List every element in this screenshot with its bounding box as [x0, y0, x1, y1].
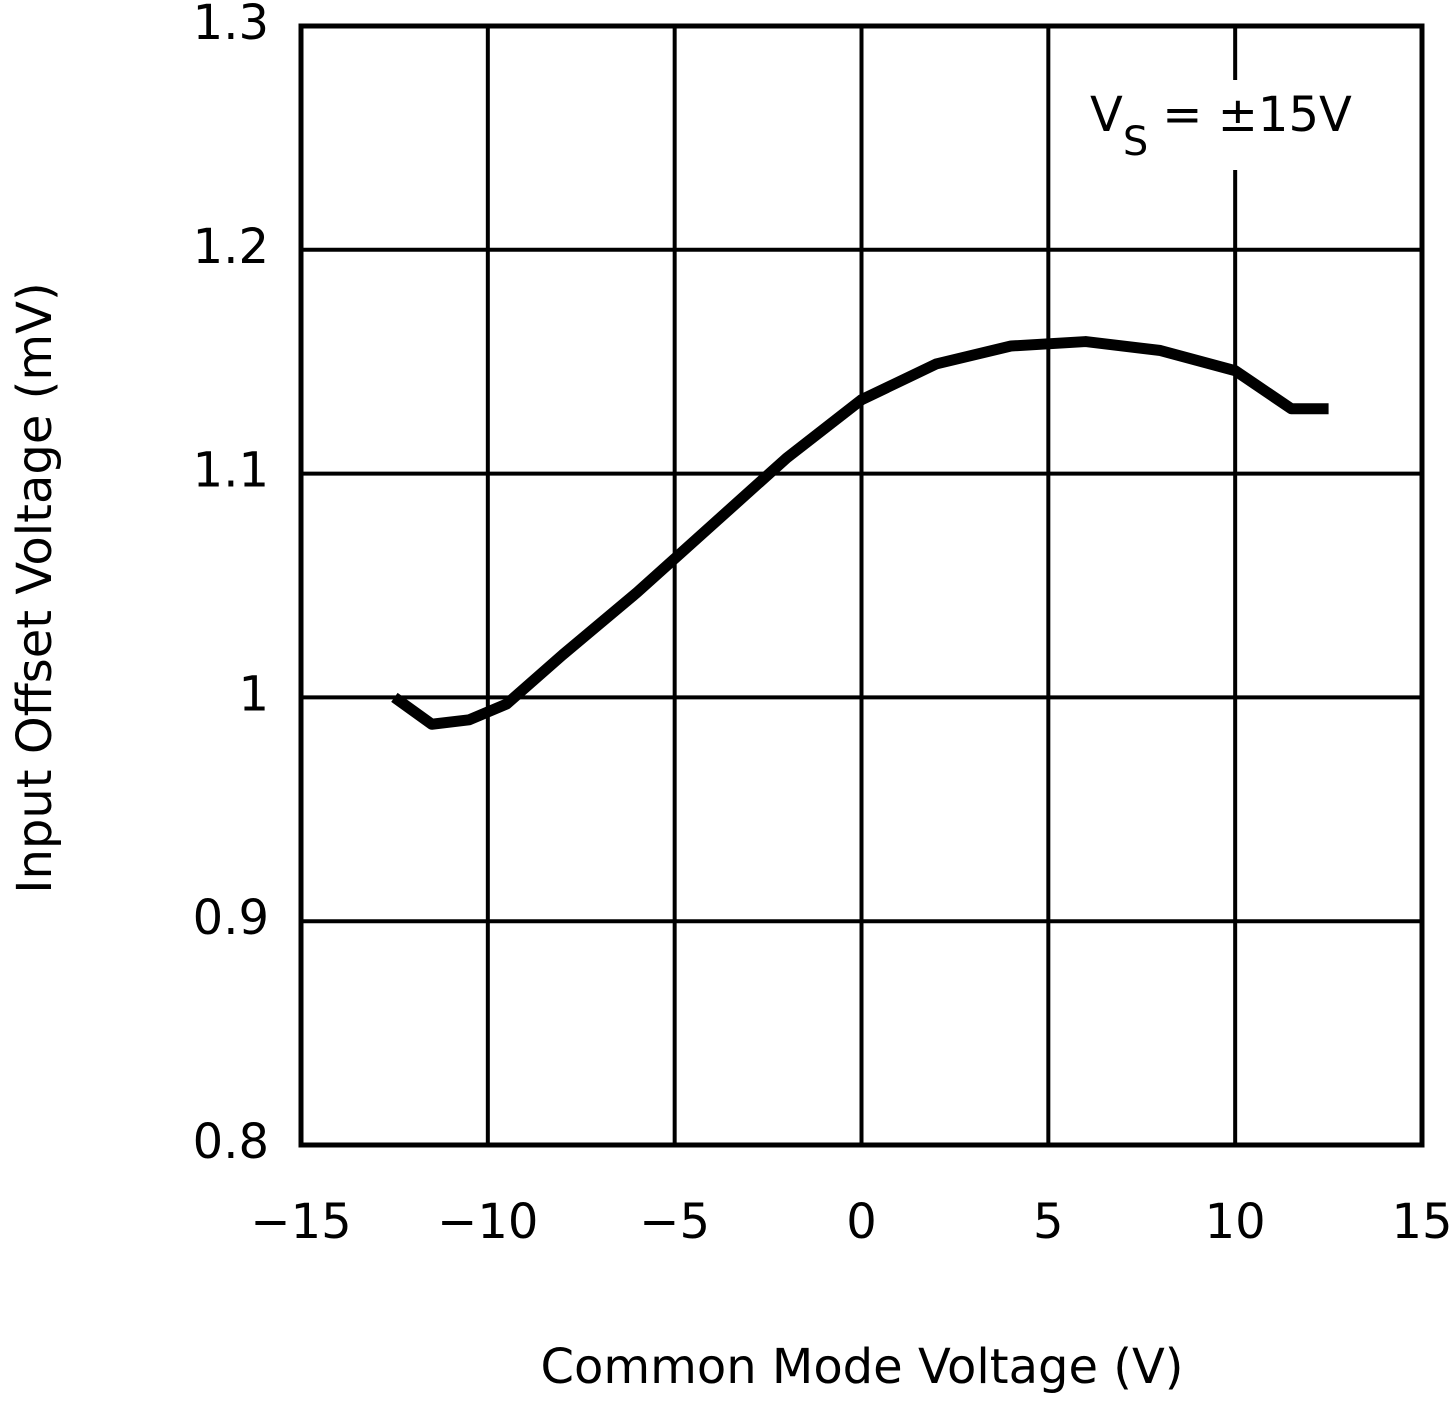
x-tick-label: −10: [437, 1194, 538, 1250]
x-tick-label: −15: [250, 1194, 351, 1250]
y-tick-label: 0.9: [193, 890, 269, 946]
x-tick-label: 5: [1033, 1194, 1064, 1250]
x-axis-label: Common Mode Voltage (V): [540, 1339, 1183, 1395]
y-tick-label: 1.2: [193, 219, 269, 275]
x-tick-label: −5: [639, 1194, 710, 1250]
annotation: VS = ±15V: [1090, 87, 1352, 165]
plot-border: [298, 23, 1425, 1148]
annotation-background: [1086, 80, 1396, 170]
y-tick-label: 1: [238, 666, 269, 722]
x-tick-label: 15: [1391, 1194, 1449, 1250]
y-tick-label: 0.8: [193, 1114, 269, 1170]
y-axis-label: Input Offset Voltage (mV): [7, 282, 63, 893]
y-tick-label: 1.1: [193, 443, 269, 499]
y-tick-label: 1.3: [193, 0, 269, 51]
annotation-main: V: [1090, 87, 1123, 143]
x-tick-label: 10: [1205, 1194, 1266, 1250]
annotation-subscript: S: [1123, 119, 1148, 165]
annotation-rest: = ±15V: [1162, 87, 1352, 143]
data-line: [391, 336, 1329, 730]
x-tick-label: 0: [846, 1194, 877, 1250]
